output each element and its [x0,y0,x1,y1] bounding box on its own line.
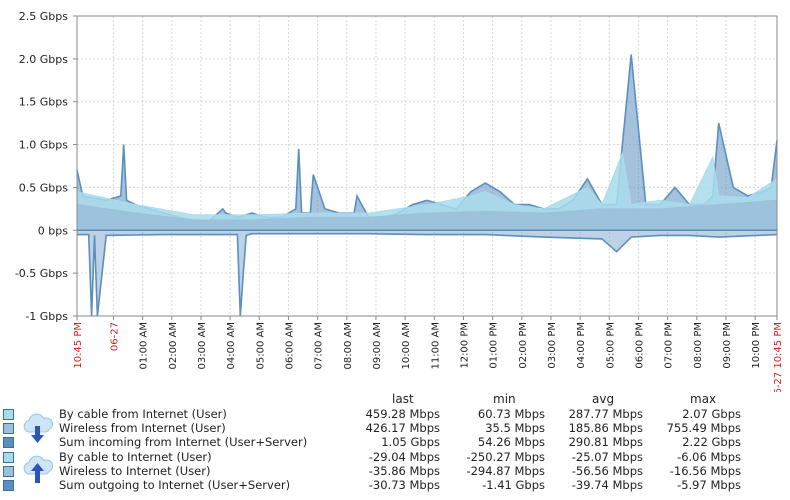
legend-value: 2.07 Gbps [682,407,741,421]
x-tick-label: 06:00 PM [634,322,645,369]
x-tick-label: 02:00 AM [168,322,179,369]
legend-swatch [3,465,14,477]
legend-value: 1.05 Gbps [381,435,440,450]
legend-value: -1.41 Gbps [482,478,545,492]
legend-swatch [3,480,14,491]
x-tick-label: 10:45 PM [73,322,84,369]
x-tick-label: 05:00 AM [255,322,266,369]
legend-value: -29.04 Mbps [368,449,440,464]
x-tick-label: 05:00 PM [605,322,616,369]
y-axis: 2.5 Gbps 2.0 Gbps 1.5 Gbps 1.0 Gbps 0.5 Gbps… [15,10,77,323]
x-tick-label: 10:00 PM [751,322,762,369]
legend-label: Sum outgoing to Internet (User+Server) [59,478,291,492]
legend-value: -39.74 Mbps [571,478,643,492]
x-tick-label: 04:00 PM [576,322,587,369]
legend-value: 35.5 Mbps [485,421,545,436]
y-tick-label: 1.0 Gbps [19,139,68,152]
y-tick-label: 2.5 Gbps [19,10,68,23]
legend-row: Sum incoming from Internet (User+Server)… [0,435,790,449]
x-tick-label: 06-27 [109,322,120,351]
y-tick-label: 2.0 Gbps [19,53,68,66]
series-line [77,232,778,317]
x-tick-label: 04:00 AM [226,322,237,369]
legend-swatch [3,409,14,420]
cloud-upload-icon [23,455,54,483]
y-tick-label: 0 bps [38,224,68,237]
legend-value: 290.81 Mbps [568,435,643,450]
y-tick-label: 0.5 Gbps [19,181,68,194]
legend-header-min: min [493,392,516,406]
legend-label: Sum incoming from Internet (User+Server) [59,435,308,450]
series-line [76,151,778,216]
y-tick-label: -1 Gbps [25,310,68,323]
x-tick-label: 03:00 PM [547,322,558,369]
legend-header-last: last [392,392,414,406]
legend-value: -30.73 Mbps [368,478,440,492]
cloud-download-icon [23,413,54,443]
x-tick-label: 07:00 PM [664,322,675,369]
legend-value: -5.97 Mbps [677,478,741,492]
legend-label: By cable to Internet (User) [59,449,212,464]
legend-value: 426.17 Mbps [365,421,440,436]
legend-row: By cable to Internet (User) -29.04 Mbps -2… [0,450,790,464]
x-tick-label: 09:00 PM [722,322,733,369]
legend-value: -35.86 Mbps [368,463,440,478]
x-axis: 10:45 PM 06-27 01:00 AM 02:00 AM 03:00 AM 04:… [73,316,784,392]
x-tick-label: 01:00 AM [139,322,150,369]
x-tick-label: 11:00 AM [430,322,441,369]
legend-value: 60.73 Mbps [477,407,545,421]
legend-row: By cable from Internet (User) 459.28 Mbps… [0,407,790,421]
legend-header-avg: avg [592,392,615,406]
plot-frame [76,15,778,317]
legend-row: Sum outgoing to Internet (User+Server) -3… [0,478,790,492]
legend-value: 185.86 Mbps [568,421,643,436]
legend-swatch [3,451,14,463]
legend-value: -250.27 Mbps [466,449,545,464]
legend-value: -56.56 Mbps [571,463,643,478]
legend-swatch [3,437,14,449]
x-tick-label: 12:00 PM [459,322,470,369]
x-tick-label: 06:00 AM [284,322,295,369]
traffic-chart: 2.5 Gbps 2.0 Gbps 1.5 Gbps 1.0 Gbps 0.5 Gbps… [15,10,784,392]
legend-value: -16.56 Mbps [669,463,741,478]
legend-value: 459.28 Mbps [365,407,440,421]
legend-value: 287.77 Mbps [568,407,643,421]
series-area [77,200,777,231]
legend-row: Wireless from Internet (User) 426.17 Mbps… [0,421,790,435]
legend-value: -294.87 Mbps [466,463,545,478]
x-tick-label: 06-27 10:45 PM [773,322,784,392]
legend-row: Wireless to Internet (User) -35.86 Mbps -2… [0,464,790,478]
legend-header-max: max [690,392,717,406]
chart-grid [76,15,778,317]
x-tick-label: 01:00 PM [489,322,500,369]
series-line [76,199,778,221]
x-tick-label: 03:00 AM [197,322,208,369]
legend-value: 54.26 Mbps [477,435,545,450]
legend-value: 755.49 Mbps [666,421,741,436]
legend-label: By cable from Internet (User) [59,407,227,421]
legend-value: 2.22 Gbps [682,435,741,450]
legend-value: -6.06 Mbps [677,449,741,464]
x-tick-label: 10:00 AM [401,322,412,369]
x-tick-label: 02:00 PM [518,322,529,369]
x-tick-label: 09:00 AM [372,322,383,369]
y-tick-label: 1.5 Gbps [19,96,68,109]
legend-label: Wireless from Internet (User) [59,421,226,436]
legend-swatch [3,423,14,435]
x-tick-label: 07:00 AM [314,322,325,369]
y-tick-label: -0.5 Gbps [15,267,68,280]
x-tick-label: 08:00 AM [343,322,354,369]
x-tick-label: 08:00 PM [693,322,704,369]
legend-value: -25.07 Mbps [571,449,643,464]
legend-label: Wireless to Internet (User) [59,463,211,478]
chart-series [76,54,778,317]
